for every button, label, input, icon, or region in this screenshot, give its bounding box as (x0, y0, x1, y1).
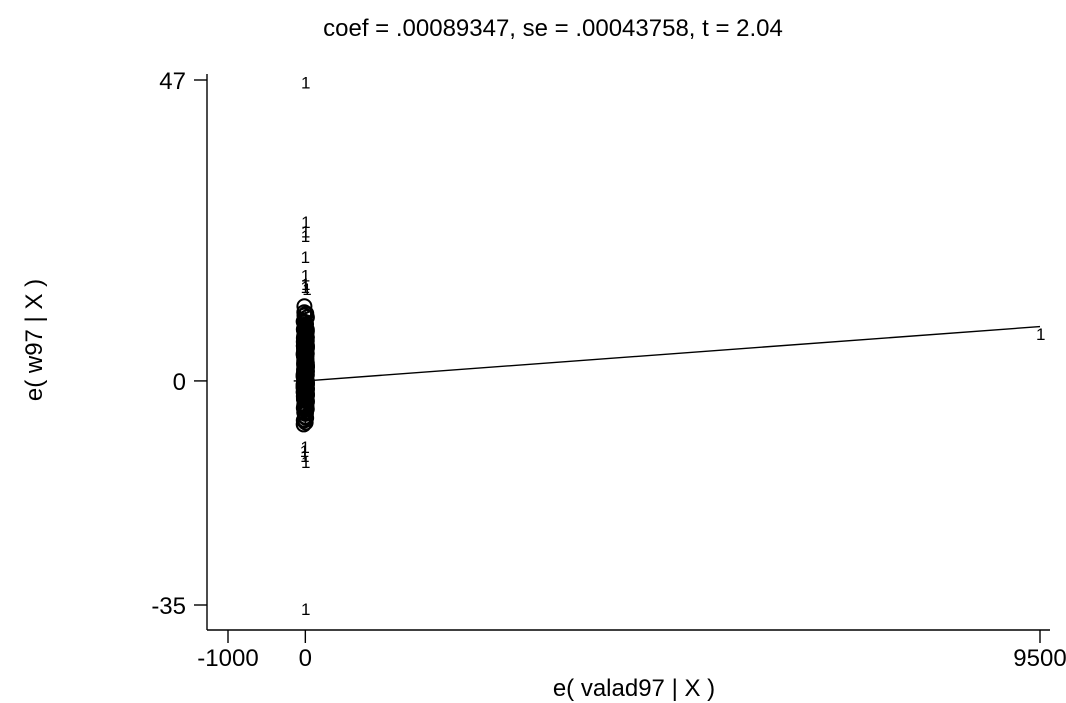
scatter-point (295, 399, 312, 416)
y-tick-label: 47 (159, 68, 186, 95)
x-tick-label: 9500 (1013, 645, 1066, 672)
point-label: 1 (301, 73, 310, 92)
y-axis-label: e( w97 | X ) (21, 279, 48, 401)
scatter-point (298, 345, 315, 362)
scatter-point (298, 329, 315, 346)
point-label: 1 (301, 222, 310, 241)
point-label: 1 (300, 438, 309, 457)
scatter-point (295, 412, 312, 429)
scatter-point (298, 378, 315, 395)
x-tick-label: 0 (299, 645, 312, 672)
y-axis-ticks: 47 0 -35 (151, 68, 207, 620)
point-label: 1 (301, 227, 310, 246)
point-label: 1 (301, 213, 310, 232)
y-tick-label: -35 (151, 593, 186, 620)
point-label: 1 (301, 600, 310, 619)
point-label: 1 (302, 280, 311, 299)
x-axis-label: e( valad97 | X ) (553, 675, 715, 702)
fit-line (305, 325, 1041, 382)
scatter-cluster-core (304, 310, 307, 426)
scatter-points (293, 298, 316, 433)
point-label: 1 (301, 275, 310, 294)
scatter-point (296, 307, 313, 324)
point-label: 1 (1036, 325, 1045, 344)
scatter-point (298, 357, 315, 374)
point-label: 1 (301, 248, 310, 267)
x-axis-ticks: -1000 0 9500 (197, 630, 1066, 672)
scatter-point (298, 309, 315, 326)
point-label: 1 (301, 278, 310, 297)
point-label: 1 (301, 267, 310, 286)
point-label: 1 (300, 442, 309, 461)
x-tick-label: -1000 (197, 645, 258, 672)
chart-title: coef = .00089347, se = .00043758, t = 2.… (323, 15, 783, 42)
y-tick-label: 0 (173, 369, 186, 396)
scatter-point (296, 298, 313, 315)
point-label: 1 (301, 453, 310, 472)
point-label: 1 (300, 447, 309, 466)
